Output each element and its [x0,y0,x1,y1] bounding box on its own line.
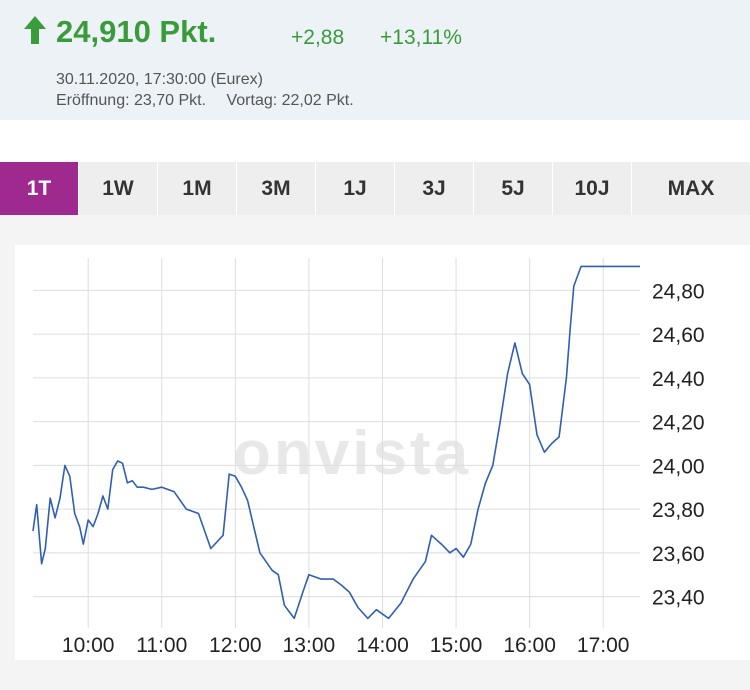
y-tick-label: 24,20 [652,412,705,435]
x-tick-label: 14:00 [356,634,409,657]
open-and-previous: Eröffnung: 23,70 Pkt. Vortag: 22,02 Pkt. [56,92,354,110]
x-axis-ticks: 10:00 11:00 12:00 13:00 14:00 15:00 16:00 17:00 [62,634,630,657]
arrow-up-icon [24,16,46,44]
y-tick-label: 24,00 [652,455,705,478]
x-tick-label: 15:00 [430,634,483,657]
tab-3j[interactable]: 3J [395,162,474,215]
x-tick-label: 13:00 [283,634,336,657]
x-tick-label: 12:00 [209,634,262,657]
price: 24,910 Pkt. [56,14,217,49]
watermark-logo: onvista [233,419,472,488]
tab-1m[interactable]: 1M [158,162,237,215]
tab-5j[interactable]: 5J [474,162,553,215]
y-tick-label: 23,60 [652,543,705,566]
y-tick-label: 24,60 [652,324,705,347]
tab-1j[interactable]: 1J [316,162,395,215]
x-tick-label: 10:00 [62,634,115,657]
change-absolute: +2,88 [291,26,345,49]
x-tick-label: 17:00 [577,634,630,657]
change-percent: +13,11% [380,26,462,49]
open-value: Eröffnung: 23,70 Pkt. [56,92,207,109]
tab-1w[interactable]: 1W [79,162,158,215]
x-tick-label: 16:00 [503,634,556,657]
y-axis-ticks: 23,40 23,60 23,80 24,00 24,20 24,40 24,60 24,80 [652,280,705,609]
tab-3m[interactable]: 3M [237,162,316,215]
range-tabs: 1T 1W 1M 3M 1J 3J 5J 10J MAX [0,162,750,215]
chart-line-layer [32,265,640,620]
quote-header: 24,910 Pkt. +2,88 +13,11% 30.11.2020, 17… [0,0,750,120]
x-tick-label: 11:00 [136,634,187,657]
tab-1t[interactable]: 1T [0,162,79,215]
tab-10j[interactable]: 10J [553,162,632,215]
y-tick-label: 24,40 [652,368,705,391]
y-tick-label: 23,40 [652,587,705,610]
previous-value: Vortag: 22,02 Pkt. [226,92,354,109]
price-series-line [32,265,640,620]
timestamp: 30.11.2020, 17:30:00 (Eurex) [56,71,263,88]
y-tick-label: 23,80 [652,499,705,522]
chart-grid [33,258,640,628]
tab-max[interactable]: MAX [632,162,750,215]
y-tick-label: 24,80 [652,280,705,303]
